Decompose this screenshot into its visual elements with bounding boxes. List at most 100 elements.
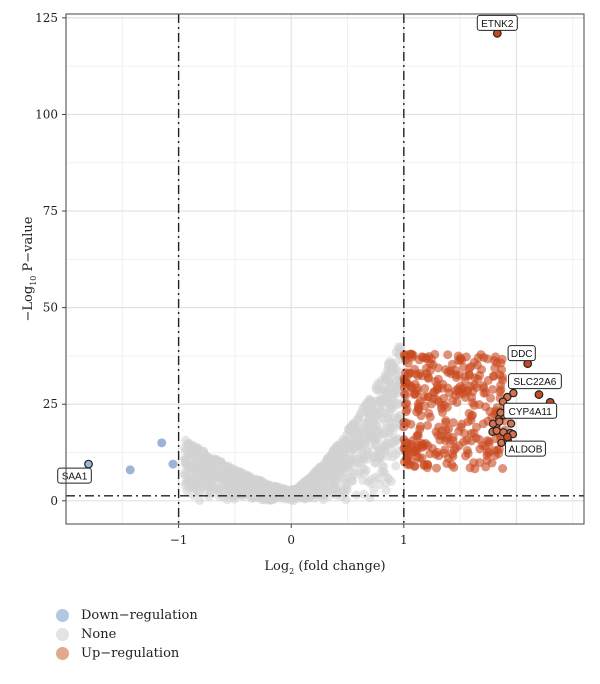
up-regulation-point <box>475 444 485 454</box>
legend-swatch-up <box>56 647 69 660</box>
gene-label-text: SAA1 <box>62 472 88 483</box>
none-point <box>211 456 221 466</box>
none-point <box>337 444 347 454</box>
none-point <box>387 404 397 414</box>
none-point <box>226 476 235 486</box>
up-regulation-point <box>468 398 478 408</box>
up-regulation-point <box>413 403 423 413</box>
up-regulation-point <box>439 448 449 458</box>
none-point <box>181 435 190 445</box>
none-point <box>376 467 386 477</box>
none-point <box>391 449 401 459</box>
up-regulation-points <box>399 349 518 474</box>
x-tick-label: 1 <box>400 533 408 547</box>
up-regulation-point <box>407 349 417 359</box>
up-regulation-point <box>448 418 458 428</box>
none-point <box>216 474 225 484</box>
none-point <box>271 481 281 491</box>
plot-frame <box>65 13 585 525</box>
none-point <box>391 461 401 471</box>
up-regulation-point <box>461 451 471 461</box>
none-point <box>342 463 352 473</box>
up-regulation-point <box>456 353 466 363</box>
none-point <box>390 435 400 445</box>
none-point <box>370 451 380 461</box>
none-point <box>231 471 241 481</box>
threshold-lines <box>66 14 584 524</box>
up-regulation-point <box>497 365 507 375</box>
none-point <box>369 485 379 495</box>
none-point <box>359 453 369 463</box>
x-axis-ticks: −1 0 1 <box>170 524 408 547</box>
none-point <box>332 476 342 486</box>
up-regulation-point <box>443 350 453 360</box>
none-point <box>320 460 329 470</box>
up-regulation-point <box>483 447 492 457</box>
x-tick-label: 0 <box>287 533 295 547</box>
gene-label-text: DDC <box>511 349 533 360</box>
gene-label-text: ETNK2 <box>481 19 514 30</box>
up-regulation-point <box>420 384 430 393</box>
up-regulation-point <box>425 359 435 369</box>
down-regulation-point <box>168 459 178 469</box>
down-regulation-point <box>125 465 135 475</box>
up-regulation-point <box>448 396 458 406</box>
none-point <box>388 361 398 371</box>
outlined-up-point <box>495 417 504 426</box>
outlined-up-point <box>509 388 518 398</box>
none-point <box>359 468 369 478</box>
none-point <box>325 484 334 494</box>
up-regulation-point <box>479 388 489 398</box>
none-point <box>303 475 313 485</box>
none-point <box>203 453 213 463</box>
up-regulation-point <box>436 431 446 441</box>
y-tick-label: 125 <box>35 11 58 25</box>
gene-label-saa1: SAA1 <box>57 459 93 484</box>
none-point <box>359 422 369 432</box>
y-tick-label: 75 <box>43 204 58 218</box>
gene-label-cyp4a11: CYP4A11 <box>503 397 558 419</box>
none-point <box>365 408 375 418</box>
legend-label-down: Down−regulation <box>81 608 198 623</box>
up-regulation-point <box>400 437 410 447</box>
up-regulation-point <box>402 460 412 470</box>
y-tick-label: 0 <box>50 494 58 508</box>
up-regulation-point <box>401 368 411 378</box>
none-point <box>391 383 401 393</box>
gene-point <box>84 459 93 469</box>
none-point <box>366 440 376 450</box>
up-regulation-point <box>460 429 470 439</box>
gene-label-box <box>503 402 558 419</box>
none-point <box>370 472 380 482</box>
gene-label-ddc: DDC <box>507 345 536 369</box>
gene-point <box>503 432 512 442</box>
legend-label-none: None <box>81 627 117 642</box>
none-point <box>190 451 200 461</box>
up-regulation-point <box>431 376 440 386</box>
none-point <box>237 479 247 489</box>
none-point <box>352 490 361 500</box>
up-regulation-point <box>412 452 422 462</box>
none-point <box>193 463 203 472</box>
legend-item-up: Up−regulation <box>56 644 198 663</box>
y-axis-ticks: 0 25 50 75 100 125 <box>35 11 66 508</box>
none-point <box>380 373 390 383</box>
minor-gridlines <box>66 14 584 524</box>
none-point <box>381 485 391 495</box>
up-regulation-point <box>454 441 464 451</box>
up-regulation-point <box>469 380 479 390</box>
up-regulation-point <box>472 360 482 370</box>
none-point <box>252 483 262 492</box>
none-point <box>394 342 404 352</box>
none-point <box>385 428 394 437</box>
up-regulation-point <box>432 463 441 473</box>
none-point <box>342 481 352 491</box>
up-regulation-point <box>410 461 420 471</box>
none-point <box>357 445 367 455</box>
legend-label-up: Up−regulation <box>81 646 180 661</box>
up-regulation-point <box>466 415 476 425</box>
x-tick-label: −1 <box>170 533 188 547</box>
gene-label-box <box>504 440 546 457</box>
none-point <box>179 469 189 479</box>
down-regulation-point <box>157 438 167 448</box>
